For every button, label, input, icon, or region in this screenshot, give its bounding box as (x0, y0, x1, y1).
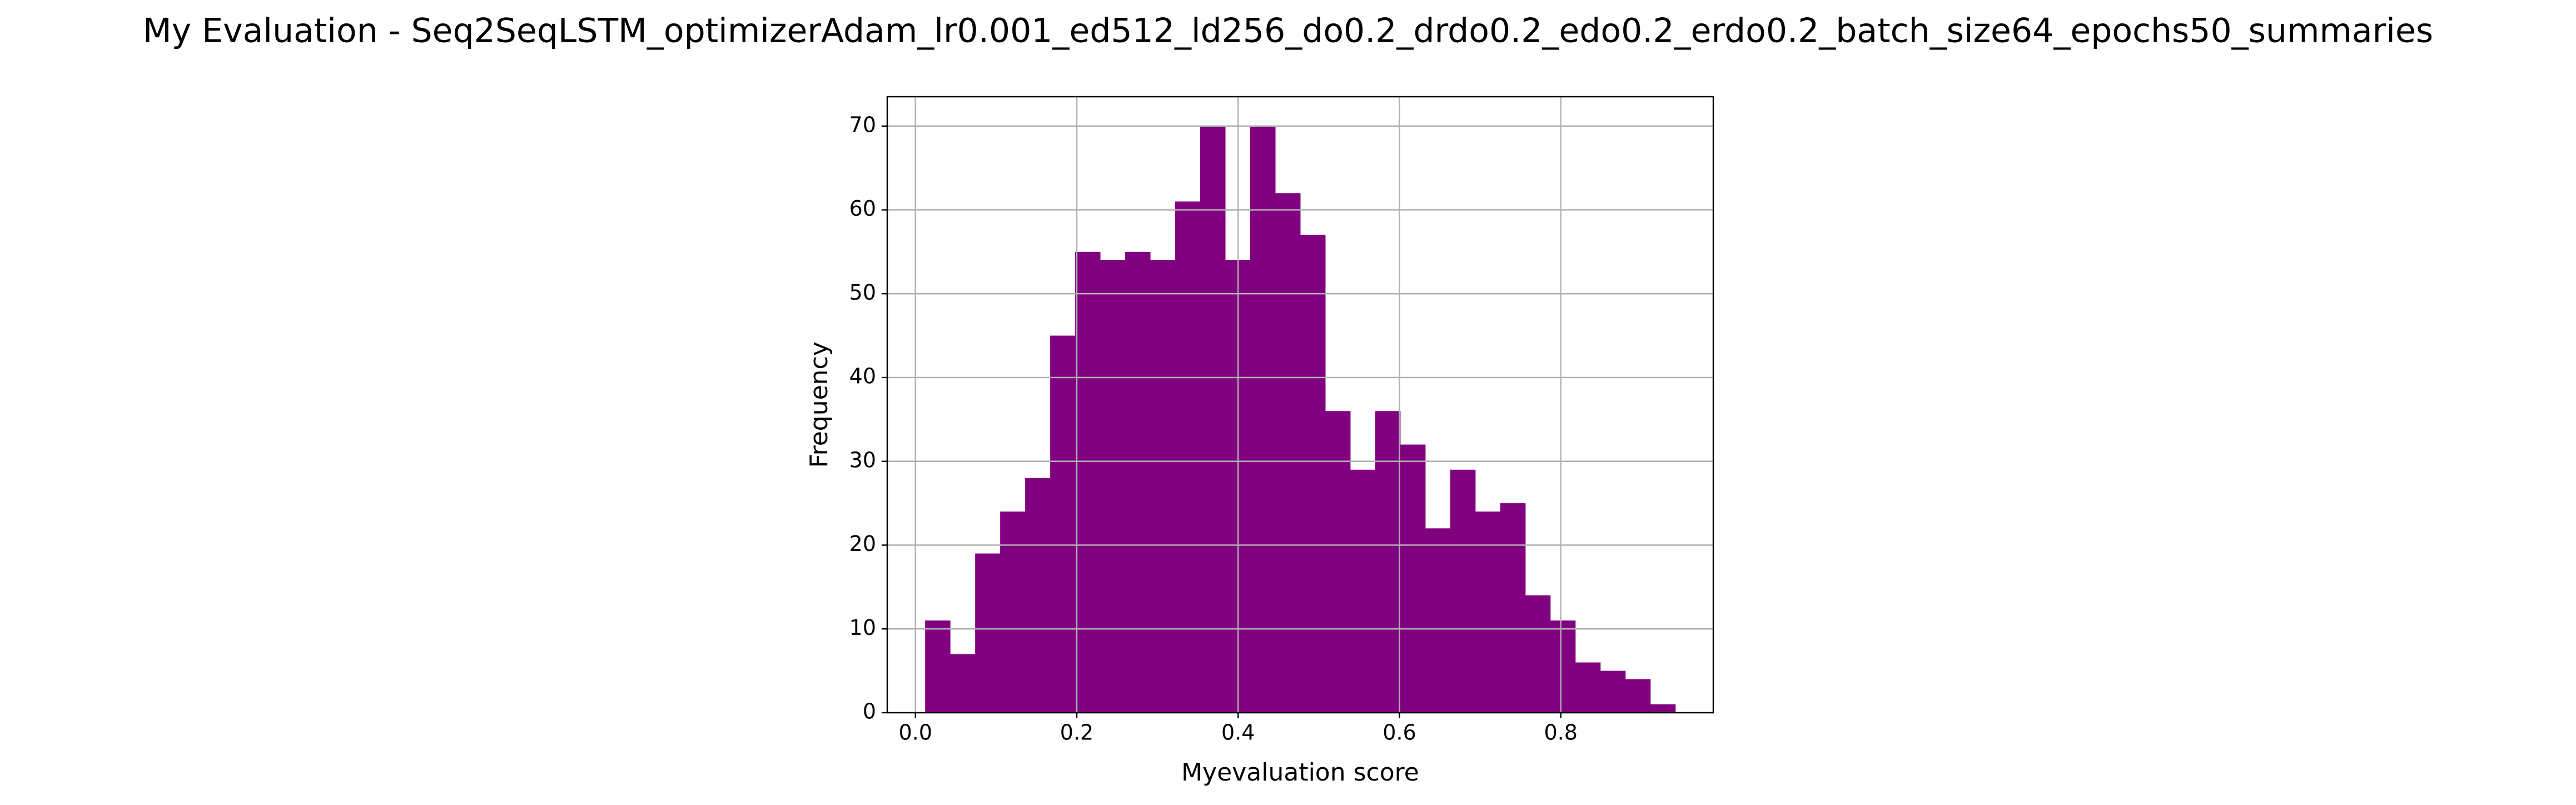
bar (1650, 704, 1676, 713)
bar (975, 553, 1001, 713)
bar (1050, 335, 1076, 713)
bar (1200, 126, 1226, 713)
bar (1000, 511, 1026, 713)
bar (925, 620, 951, 713)
bar (1025, 478, 1051, 713)
bar (1500, 503, 1526, 713)
bar (1125, 251, 1151, 713)
x-tick-label: 0.0 (899, 720, 932, 745)
y-tick-label: 10 (849, 615, 876, 640)
bar (1575, 662, 1601, 713)
bar (1625, 679, 1651, 713)
bar (1300, 235, 1326, 713)
y-tick-label: 30 (849, 448, 876, 472)
bar (1150, 260, 1176, 713)
bar (1400, 444, 1426, 713)
bar (1425, 528, 1451, 713)
bar (1475, 511, 1501, 713)
x-tick-label: 0.6 (1383, 720, 1416, 745)
y-tick-label: 0 (863, 699, 876, 724)
bar (1325, 411, 1351, 713)
bar (1250, 126, 1276, 713)
chart-title: My Evaluation - Seq2SeqLSTM_optimizerAda… (143, 12, 2433, 51)
x-tick-label: 0.4 (1221, 720, 1255, 745)
x-tick-label: 0.8 (1544, 720, 1578, 745)
y-axis-label: Frequency (805, 341, 833, 468)
x-tick-label: 0.2 (1060, 720, 1093, 745)
bar (1175, 201, 1201, 713)
y-tick-label: 70 (849, 112, 876, 137)
plot-frame (886, 96, 1714, 714)
bar (1450, 469, 1476, 713)
bar (1100, 260, 1126, 713)
y-tick-label: 20 (849, 531, 876, 556)
y-tick-label: 60 (849, 196, 876, 221)
bar (1550, 620, 1576, 713)
bar (950, 654, 976, 713)
x-axis-label: Myevaluation score (1181, 758, 1419, 787)
bar (1350, 469, 1376, 713)
bar (1600, 670, 1626, 713)
bar (1075, 251, 1101, 713)
bar (1375, 411, 1401, 713)
bar (1275, 193, 1301, 713)
bar (1525, 595, 1551, 713)
y-tick-label: 40 (849, 364, 876, 389)
y-tick-label: 50 (849, 280, 876, 305)
